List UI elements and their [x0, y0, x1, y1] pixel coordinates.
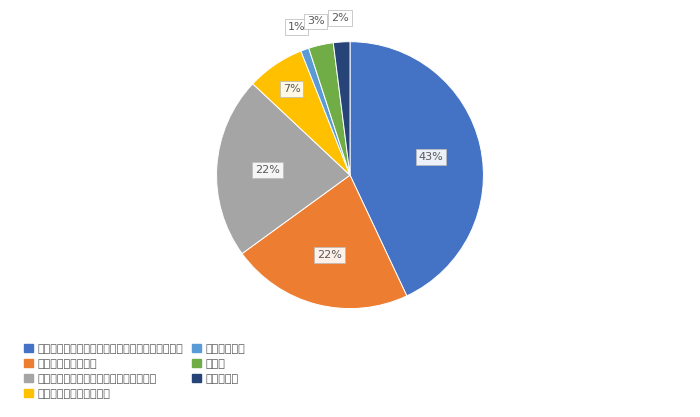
- Wedge shape: [301, 48, 350, 175]
- Legend: 通勤時間がなくなった分、時間を有効活用できた, ストレスが軽減した, 家族と一緒にいられる時間が長くなった, 仕事の生産性が向上した, 収入が増える, その他,: 通勤時間がなくなった分、時間を有効活用できた, ストレスが軽減した, 家族と一緒…: [20, 339, 249, 404]
- Text: 7%: 7%: [283, 84, 300, 94]
- Text: 22%: 22%: [255, 165, 280, 175]
- Text: 22%: 22%: [317, 250, 342, 260]
- Text: 3%: 3%: [307, 17, 325, 26]
- Text: 2%: 2%: [331, 13, 349, 23]
- Wedge shape: [216, 84, 350, 254]
- Wedge shape: [309, 43, 350, 175]
- Wedge shape: [253, 51, 350, 175]
- Wedge shape: [350, 42, 484, 296]
- Wedge shape: [242, 175, 407, 309]
- Text: 1%: 1%: [288, 22, 305, 32]
- Text: 43%: 43%: [419, 152, 443, 162]
- Wedge shape: [333, 42, 350, 175]
